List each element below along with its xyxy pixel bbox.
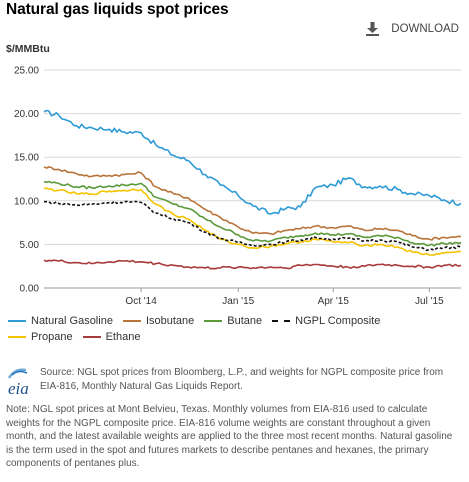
legend-swatch bbox=[82, 336, 101, 338]
note-text: Note: NGL spot prices at Mont Belvieu, T… bbox=[6, 404, 453, 469]
legend-swatch bbox=[8, 336, 26, 338]
y-tick-label: 20.00 bbox=[14, 109, 39, 120]
series-line-butane bbox=[43, 180, 462, 247]
legend-item-ethane[interactable]: Ethane bbox=[81, 329, 141, 345]
legend-item-isobutane[interactable]: Isobutane bbox=[121, 313, 194, 329]
y-tick-label: 0.00 bbox=[20, 284, 40, 295]
legend-item-butane[interactable]: Butane bbox=[202, 313, 262, 329]
page-title: Natural gas liquids spot prices bbox=[6, 1, 229, 18]
chart-legend: Natural Gasoline Isobutane Butane NGPL Comp… bbox=[6, 313, 456, 345]
legend-label: Isobutane bbox=[145, 315, 195, 327]
y-axis-label: $/MMBtu bbox=[6, 43, 50, 55]
legend-item-natural-gasoline[interactable]: Natural Gasoline bbox=[6, 313, 113, 329]
x-tick-label: Oct '14 bbox=[125, 296, 157, 307]
legend-label: Propane bbox=[31, 331, 73, 343]
source-block: eia Source: NGL spot prices from Bloombe… bbox=[6, 364, 461, 398]
legend-label: Natural Gasoline bbox=[31, 315, 113, 327]
download-icon bbox=[366, 22, 380, 36]
download-button[interactable]: DOWNLOAD bbox=[366, 22, 459, 36]
legend-label: Butane bbox=[227, 315, 263, 327]
y-tick-label: 25.00 bbox=[14, 66, 39, 77]
legend-swatch bbox=[204, 320, 223, 322]
series-line-propane bbox=[43, 187, 462, 256]
legend-swatch bbox=[122, 320, 141, 322]
legend-swatch bbox=[8, 320, 26, 322]
legend-label: NGPL Composite bbox=[295, 315, 381, 327]
legend-item-ngpl-composite[interactable]: NGPL Composite bbox=[270, 313, 380, 329]
eia-logo: eia bbox=[7, 368, 29, 398]
legend-label: Ethane bbox=[105, 331, 141, 343]
y-tick-label: 5.00 bbox=[20, 240, 40, 251]
series-line-ethane bbox=[43, 259, 462, 270]
series-line-isobutane bbox=[43, 166, 462, 241]
line-chart: 0.00 5.00 10.00 15.00 20.00 25.00 Oct '14 Jan '… bbox=[14, 66, 462, 307]
x-tick-label: Apr '15 bbox=[318, 296, 350, 307]
legend-item-propane[interactable]: Propane bbox=[6, 329, 73, 345]
y-tick-label: 10.00 bbox=[14, 196, 39, 207]
x-tick-label: Jan '15 bbox=[222, 296, 254, 307]
legend-swatch bbox=[272, 320, 291, 322]
y-tick-label: 15.00 bbox=[14, 153, 39, 164]
x-tick-label: Jul '15 bbox=[415, 296, 444, 307]
download-label: DOWNLOAD bbox=[391, 23, 459, 35]
source-text: Source: NGL spot prices from Bloomberg, … bbox=[40, 367, 444, 392]
series-line-natural-gasoline bbox=[43, 109, 462, 215]
series-line-ngpl-composite bbox=[44, 200, 462, 252]
eia-logo-text: eia bbox=[8, 379, 29, 398]
